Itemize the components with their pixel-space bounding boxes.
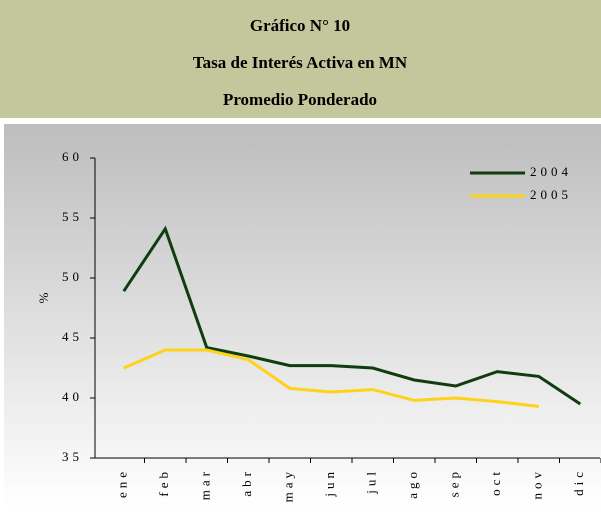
chart-title: Tasa de Interés Activa en MN <box>193 53 408 72</box>
x-tick-label: jun <box>322 468 337 498</box>
x-tick-label: sep <box>447 468 462 497</box>
x-tick-label: feb <box>156 468 171 497</box>
x-tick-label: abr <box>239 468 254 497</box>
y-tick-label: 35 <box>62 449 83 464</box>
x-tick-label: dic <box>571 468 586 496</box>
y-tick-label: 60 <box>62 149 83 164</box>
y-tick-label: 50 <box>62 269 83 284</box>
x-tick-label: ago <box>405 468 420 499</box>
line-series <box>122 225 582 406</box>
plot-background <box>4 124 601 508</box>
x-tick-label: ene <box>115 468 130 498</box>
y-tick-label: 55 <box>62 209 83 224</box>
y-tick-label: 40 <box>62 389 83 404</box>
y-axis-label: % <box>36 292 51 303</box>
y-tick-label: 45 <box>62 329 83 344</box>
title-panel <box>0 0 601 118</box>
x-tick-label: may <box>281 468 296 502</box>
x-tick-label: jul <box>364 468 379 495</box>
chart-title: Promedio Ponderado <box>223 90 377 109</box>
x-tick-label: oct <box>488 468 503 496</box>
legend-label: 2004 <box>530 164 572 179</box>
x-tick-label: mar <box>198 468 213 500</box>
line-series <box>123 348 539 408</box>
legend-label: 2005 <box>530 187 572 202</box>
chart-title: Gráfico N° 10 <box>250 16 350 35</box>
x-tick-label: nov <box>530 468 545 500</box>
